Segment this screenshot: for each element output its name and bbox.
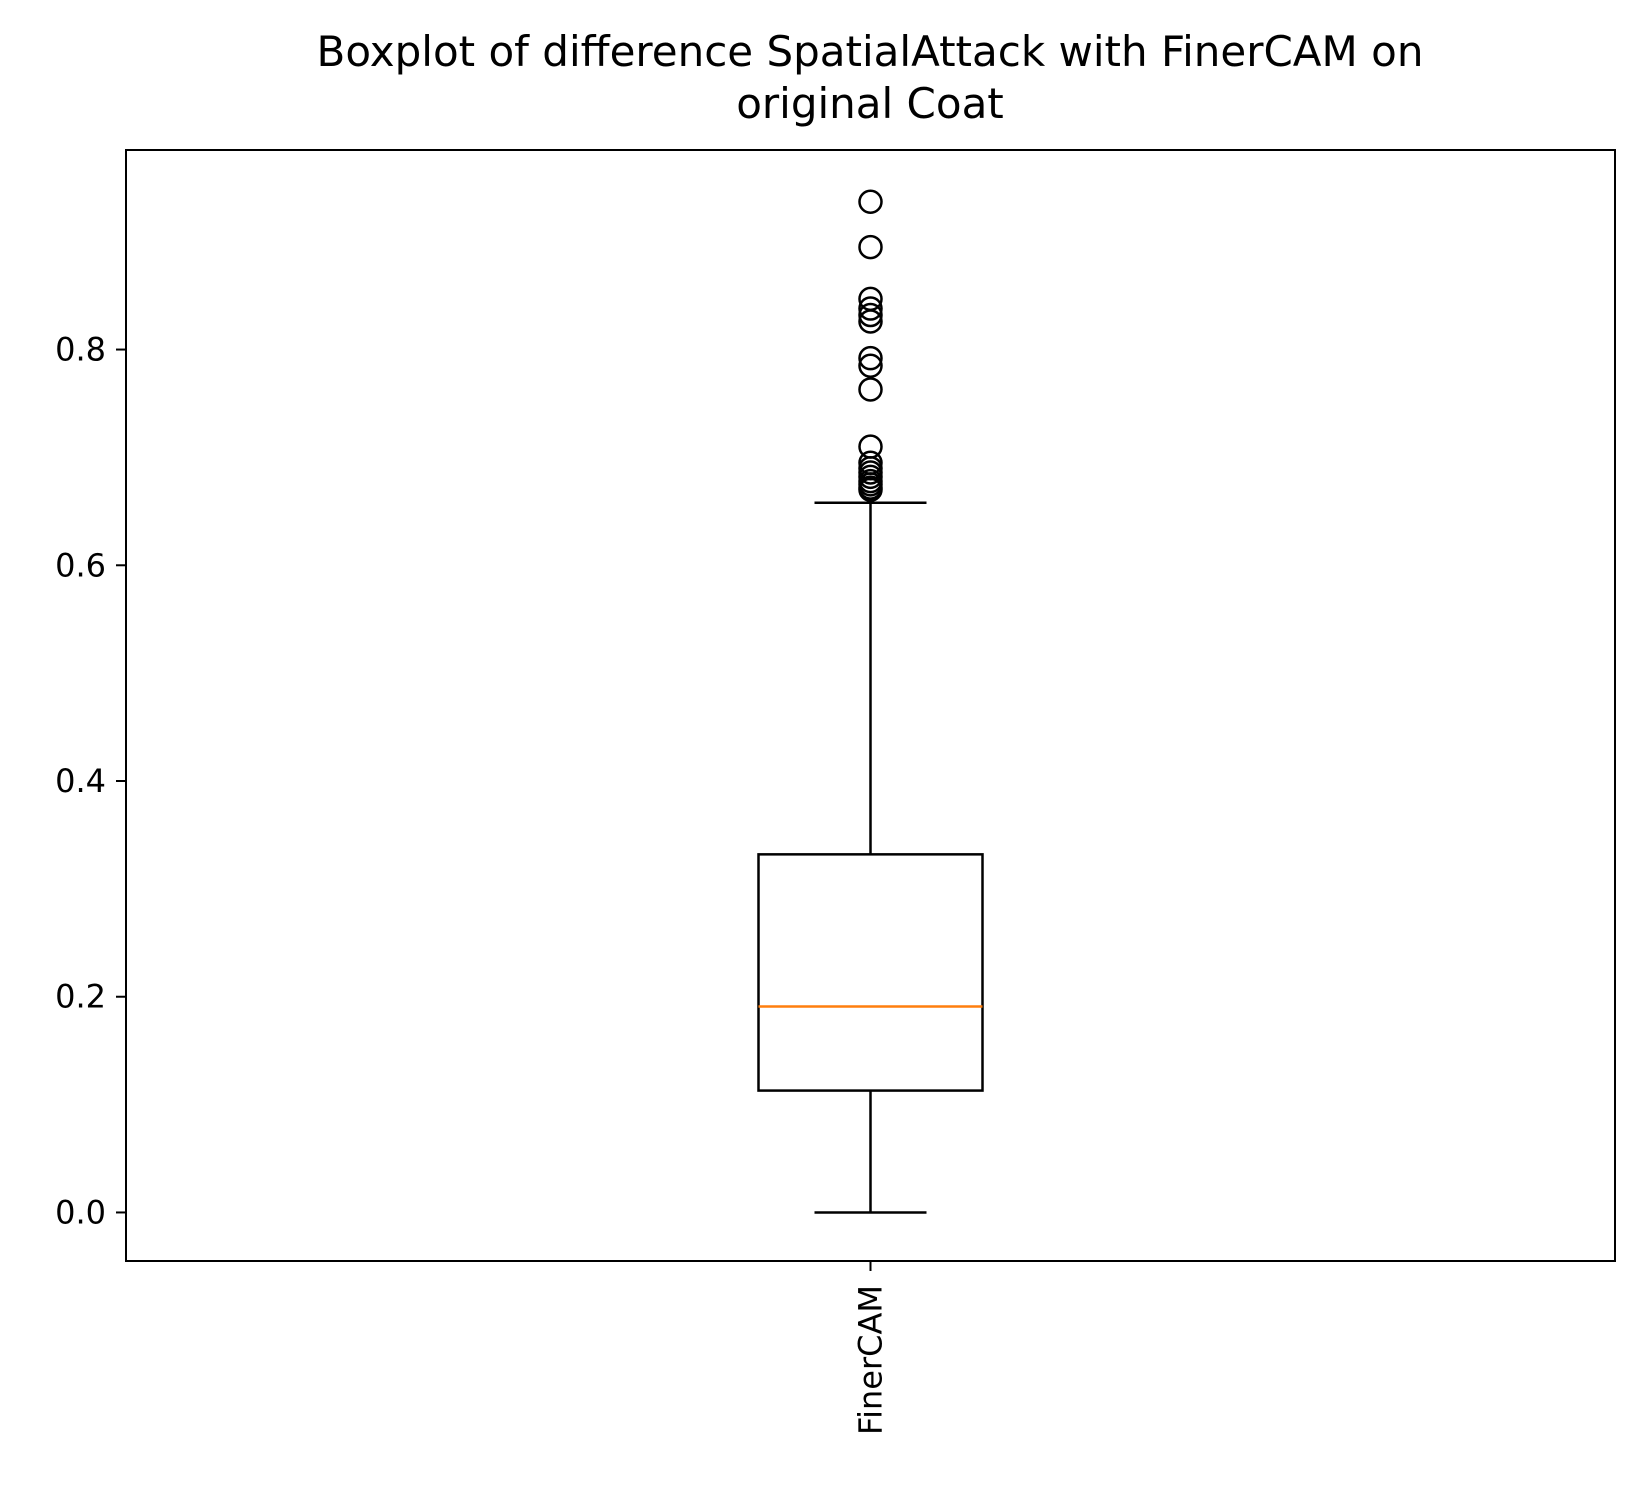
iqr-box [757,853,984,1092]
chart-title-line-2: original Coat [736,79,1004,128]
plot-area: 0.0 0.2 0.4 0.6 0.8 FinerCAM [55,149,1616,1435]
y-tick-label: 0.6 [55,546,106,584]
outlier-point [858,434,883,459]
y-tick-label: 0.2 [55,978,106,1016]
outlier-point [858,450,883,476]
outlier-point [858,302,883,328]
outlier-point [858,296,883,321]
outlier-point [858,345,883,371]
y-tick-label: 0.0 [55,1193,106,1231]
x-tick-label: FinerCAM [852,1285,890,1435]
outlier-point [858,353,883,378]
y-tick-label: 0.8 [55,331,106,369]
outlier-point [858,189,883,215]
outlier-point [858,234,883,260]
chart-title-line-1: Boxplot of difference SpatialAttack with… [317,27,1424,76]
outlier-point [858,286,883,312]
outlier-point [858,377,883,402]
y-tick-label: 0.4 [55,762,106,800]
